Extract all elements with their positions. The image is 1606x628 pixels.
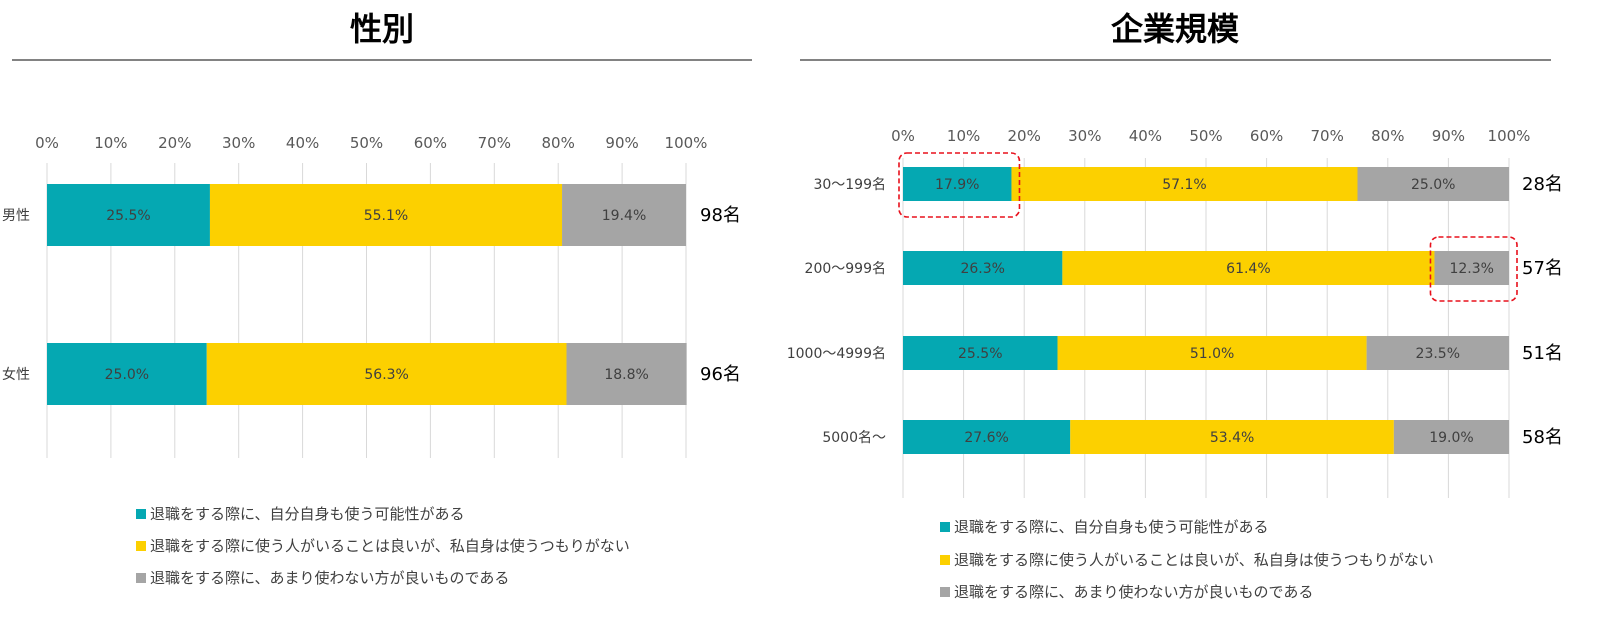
data-label-gender: 25.5% — [106, 208, 150, 224]
data-label-size: 53.4% — [1210, 430, 1254, 446]
bar-segment-gender — [47, 184, 210, 246]
data-label-size: 19.0% — [1429, 430, 1473, 446]
bar-segment-size — [1062, 251, 1435, 285]
data-label-size: 57.1% — [1162, 177, 1206, 193]
legend-swatch-gender — [136, 509, 146, 519]
x-tick-label-gender: 10% — [94, 134, 127, 152]
category-label-gender: 男性 — [2, 208, 30, 224]
x-tick-label-size: 0% — [891, 127, 915, 145]
legend-label-size: 退職をする際に使う人がいることは良いが、私自身は使うつもりがない — [954, 551, 1434, 569]
x-tick-label-gender: 70% — [478, 134, 511, 152]
x-tick-label-size: 20% — [1008, 127, 1041, 145]
data-label-size: 51.0% — [1190, 346, 1234, 362]
legend-swatch-gender — [136, 573, 146, 583]
respondent-count-size: 58名 — [1522, 427, 1563, 448]
bar-segment-gender — [206, 343, 567, 405]
bar-segment-gender — [562, 184, 686, 246]
x-tick-label-size: 60% — [1250, 127, 1283, 145]
x-tick-label-gender: 20% — [158, 134, 191, 152]
category-label-gender: 女性 — [2, 366, 30, 383]
x-tick-label-size: 10% — [947, 127, 980, 145]
category-label-size: 5000名～ — [822, 430, 886, 446]
x-tick-label-size: 100% — [1488, 127, 1531, 145]
data-label-gender: 56.3% — [364, 367, 408, 383]
bar-segment-size — [1434, 251, 1509, 285]
legend-label-gender: 退職をする際に、あまり使わない方が良いものである — [150, 569, 509, 587]
respondent-count-size: 57名 — [1522, 258, 1563, 279]
legend-swatch-gender — [136, 541, 146, 551]
bar-segment-size — [1357, 167, 1509, 201]
respondent-count-size: 51名 — [1522, 343, 1563, 364]
category-label-size: 30～199名 — [813, 177, 886, 193]
data-label-gender: 25.0% — [105, 367, 149, 383]
x-tick-label-size: 50% — [1189, 127, 1222, 145]
category-label-size: 200～999名 — [805, 261, 886, 277]
bar-segment-size — [1011, 167, 1358, 201]
x-tick-label-gender: 30% — [222, 134, 255, 152]
bar-segment-size — [1366, 336, 1509, 370]
bar-segment-size — [903, 336, 1058, 370]
data-label-size: 27.6% — [964, 430, 1008, 446]
bar-segment-gender — [566, 343, 687, 405]
x-tick-label-gender: 100% — [665, 134, 708, 152]
data-label-size: 17.9% — [935, 177, 979, 193]
data-label-gender: 55.1% — [364, 208, 408, 224]
legend-swatch-size — [940, 555, 950, 565]
legend-label-size: 退職をする際に、あまり使わない方が良いものである — [954, 583, 1313, 601]
x-tick-label-size: 30% — [1068, 127, 1101, 145]
x-tick-label-gender: 40% — [286, 134, 319, 152]
data-label-size: 25.0% — [1411, 177, 1455, 193]
bar-segment-size — [903, 167, 1012, 201]
bar-segment-size — [1393, 420, 1509, 454]
highlight-box-size — [1429, 236, 1518, 302]
data-label-size: 61.4% — [1226, 261, 1270, 277]
respondent-count-gender: 98名 — [700, 205, 741, 226]
legend-label-gender: 退職をする際に使う人がいることは良いが、私自身は使うつもりがない — [150, 537, 630, 555]
data-label-size: 26.3% — [960, 261, 1004, 277]
data-label-size: 23.5% — [1416, 346, 1460, 362]
chart-title-gender: 性別 — [350, 10, 414, 48]
legend-swatch-size — [940, 522, 950, 532]
x-tick-label-size: 40% — [1129, 127, 1162, 145]
bar-segment-size — [903, 251, 1063, 285]
x-tick-label-size: 80% — [1371, 127, 1404, 145]
x-tick-label-gender: 50% — [350, 134, 383, 152]
legend-label-gender: 退職をする際に、自分自身も使う可能性がある — [150, 505, 465, 523]
bar-segment-gender — [47, 343, 207, 405]
legend-swatch-size — [940, 587, 950, 597]
respondent-count-size: 28名 — [1522, 174, 1563, 195]
x-tick-label-gender: 80% — [542, 134, 575, 152]
data-label-gender: 18.8% — [604, 367, 648, 383]
data-label-size: 12.3% — [1449, 261, 1493, 277]
x-tick-label-gender: 60% — [414, 134, 447, 152]
x-tick-label-gender: 0% — [35, 134, 59, 152]
bar-segment-size — [903, 420, 1071, 454]
highlight-box-size — [898, 152, 1021, 218]
bar-segment-gender — [209, 184, 563, 246]
bar-segment-size — [1057, 336, 1367, 370]
respondent-count-gender: 96名 — [700, 364, 741, 385]
x-tick-label-size: 70% — [1311, 127, 1344, 145]
legend-label-size: 退職をする際に、自分自身も使う可能性がある — [954, 518, 1269, 536]
x-tick-label-gender: 90% — [605, 134, 638, 152]
data-label-size: 25.5% — [958, 346, 1002, 362]
data-label-gender: 19.4% — [602, 208, 646, 224]
x-tick-label-size: 90% — [1432, 127, 1465, 145]
bar-segment-size — [1070, 420, 1394, 454]
category-label-size: 1000～4999名 — [787, 346, 886, 362]
chart-title-size: 企業規模 — [1111, 10, 1239, 48]
